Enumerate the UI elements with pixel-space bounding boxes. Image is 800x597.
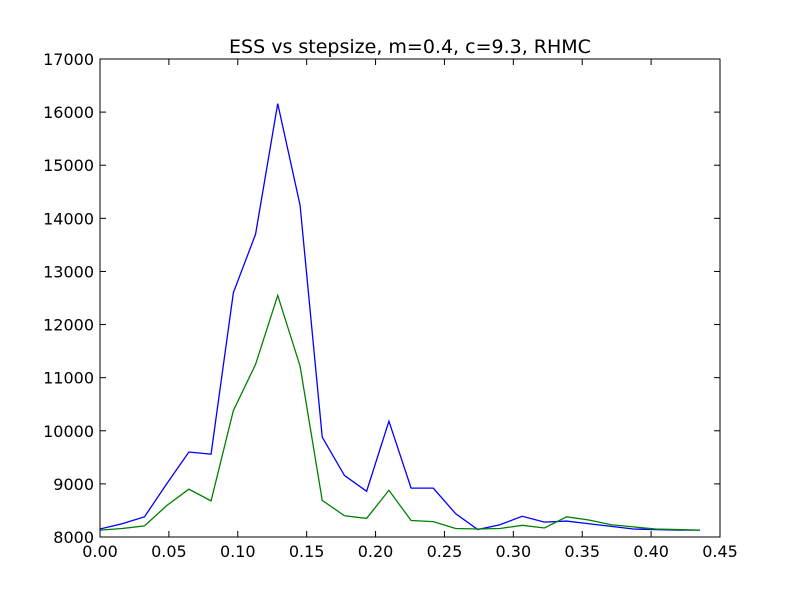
y-tick-label: 10000	[43, 422, 94, 441]
y-tick-label: 14000	[43, 209, 94, 228]
y-tick-label: 8000	[53, 528, 94, 547]
series-layer	[99, 103, 701, 531]
y-tick-label: 12000	[43, 316, 94, 335]
x-tick-label: 0.15	[289, 542, 325, 561]
x-tick-label: 0.35	[564, 542, 600, 561]
plot-frame	[99, 58, 721, 538]
x-tick-label: 0.20	[358, 542, 394, 561]
x-tick-label: 0.40	[633, 542, 669, 561]
y-tick-label: 16000	[43, 103, 94, 122]
x-tick-label: 0.30	[496, 542, 532, 561]
chart-title: ESS vs stepsize, m=0.4, c=9.3, RHMC	[229, 36, 591, 58]
y-tick-label: 17000	[43, 50, 94, 69]
x-tick-label: 0.45	[702, 542, 738, 561]
x-tick-label: 0.25	[427, 542, 463, 561]
y-tick-label: 9000	[53, 475, 94, 494]
y-tick-label: 11000	[43, 369, 94, 388]
y-tick-label: 15000	[43, 156, 94, 175]
ticks-layer: 0.00 0.05 0.10 0.15 0.20 0.25 0.30 0.35 0.40 0.45…	[43, 50, 738, 561]
series-line-2	[99, 293, 701, 531]
series-line-1	[99, 103, 701, 531]
y-tick-label: 13000	[43, 262, 94, 281]
x-tick-label: 0.00	[82, 542, 118, 561]
x-tick-label: 0.10	[220, 542, 256, 561]
x-tick-label: 0.05	[151, 542, 187, 561]
